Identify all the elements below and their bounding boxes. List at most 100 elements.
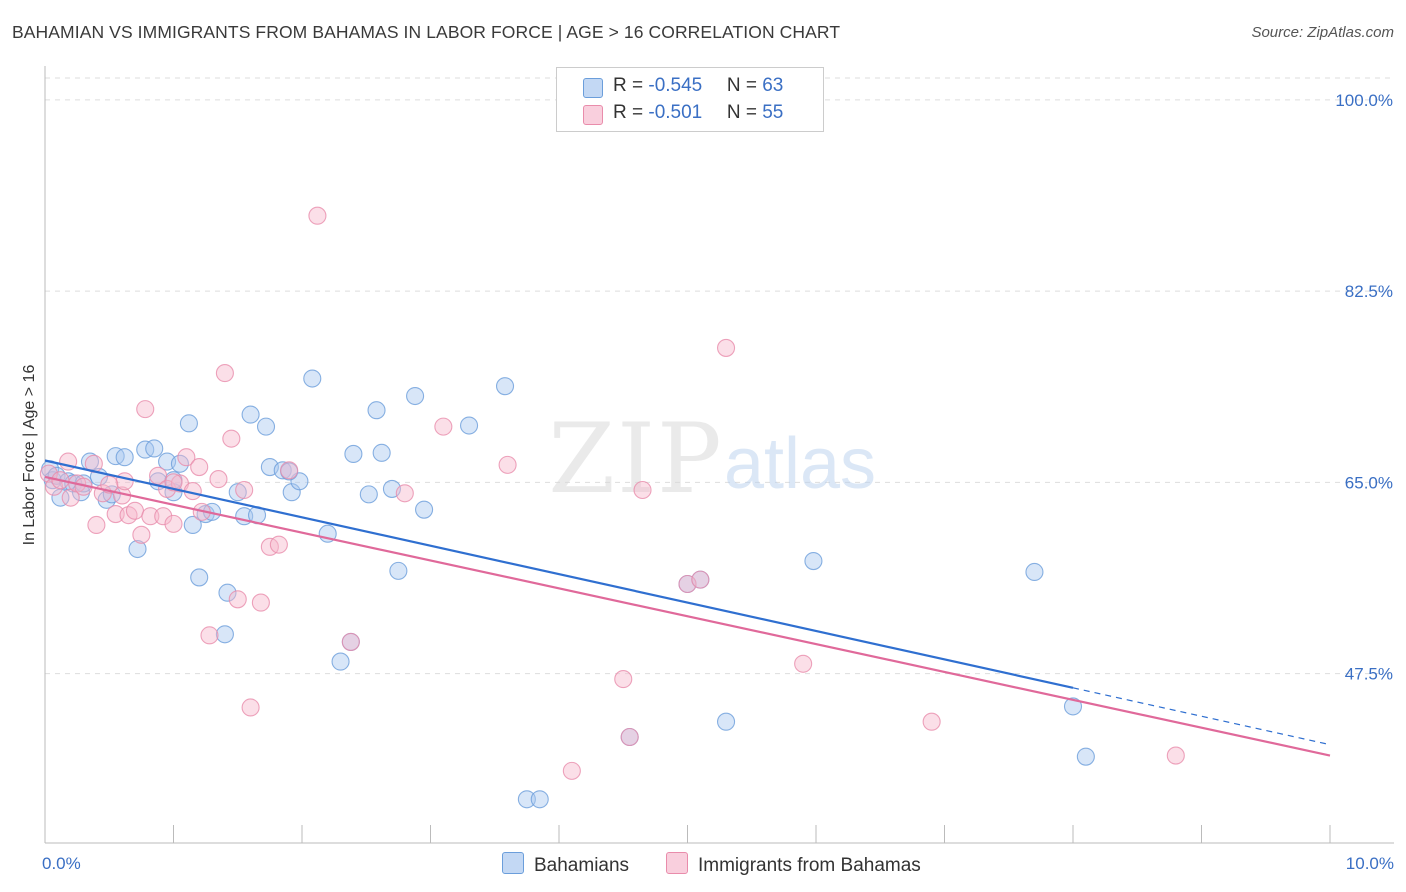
bahamian-point <box>115 448 134 467</box>
immigrant-point <box>222 429 241 448</box>
bahamian-point <box>1025 562 1044 582</box>
immigrant-point <box>177 448 196 467</box>
n-value-bahamians: 63 <box>762 75 784 96</box>
immigrant-point <box>434 417 453 436</box>
bahamian-point <box>1076 747 1095 766</box>
bahamian-point <box>517 790 536 809</box>
immigrant-point <box>498 455 517 474</box>
bahamians-trend-extension <box>1072 687 1331 746</box>
legend-label-bahamians: Bahamians <box>534 855 630 876</box>
legend-item-immigrants[interactable]: Immigrants from Bahamas <box>666 852 921 877</box>
trend-lines <box>44 459 1331 757</box>
bahamian-point <box>273 461 292 480</box>
bahamian-point <box>106 447 125 466</box>
y-axis-title: In Labor Force | Age > 16 <box>21 364 38 546</box>
bahamian-point <box>530 790 549 809</box>
immigrant-point <box>922 712 941 731</box>
r-label: R = <box>613 75 649 96</box>
immigrant-point <box>395 484 414 503</box>
bahamian-point <box>145 439 164 458</box>
immigrant-point <box>794 654 813 673</box>
bahamian-point <box>367 401 386 420</box>
bahamian-point <box>372 443 391 462</box>
immigrant-point <box>228 590 247 609</box>
bahamian-point <box>190 568 209 587</box>
watermark-zip: ZIP <box>548 403 723 515</box>
bahamian-point <box>495 377 515 396</box>
bahamian-point <box>389 561 408 580</box>
tick-labels: 47.5% 65.0% 82.5% 100.0% 0.0% 10.0% <box>42 91 1394 873</box>
immigrant-point <box>190 458 209 477</box>
bahamian-point <box>459 416 479 435</box>
immigrant-point <box>562 761 581 780</box>
immigrant-point <box>136 400 155 419</box>
legend-pink-swatch <box>666 852 688 874</box>
bahamian-point <box>218 583 237 602</box>
bahamian-point <box>303 369 322 388</box>
immigrant-point <box>200 626 219 645</box>
legend-label-immigrants: Immigrants from Bahamas <box>698 855 921 876</box>
bahamian-point <box>406 386 425 406</box>
r-value-bahamians: -0.545 <box>648 75 703 96</box>
immigrant-point <box>149 466 168 485</box>
n-value-immigrants: 55 <box>762 102 784 123</box>
immigrant-point <box>614 670 633 689</box>
immigrant-point <box>125 501 144 520</box>
blue-swatch <box>583 78 603 98</box>
bahamian-point <box>804 551 823 571</box>
immigrant-point <box>154 507 173 526</box>
y-tick-label: 65.0% <box>1345 473 1393 492</box>
immigrant-point <box>215 364 234 383</box>
bahamian-point <box>179 414 198 433</box>
immigrant-point <box>691 570 710 589</box>
bahamian-point <box>241 405 260 424</box>
bahamian-point <box>215 625 234 644</box>
immigrant-point <box>209 470 228 489</box>
n-label: N = <box>726 102 763 123</box>
bahamian-point <box>716 712 736 731</box>
grid-lines <box>45 77 1394 675</box>
immigrant-point <box>716 338 736 357</box>
bahamian-point <box>415 500 434 519</box>
immigrant-point <box>341 632 360 651</box>
bahamians-trend-line <box>44 459 1074 689</box>
immigrant-point <box>132 525 151 544</box>
bahamian-point <box>359 485 378 504</box>
legend-blue-swatch <box>502 852 524 874</box>
n-label: N = <box>726 75 763 96</box>
watermark-atlas: atlas <box>724 424 876 504</box>
immigrant-point <box>106 504 125 524</box>
watermark: ZIP atlas <box>548 403 876 515</box>
bahamian-point <box>183 515 202 535</box>
x-tick-label-max: 10.0% <box>1346 854 1394 873</box>
y-tick-label: 47.5% <box>1345 665 1393 684</box>
bahamian-point <box>344 444 363 463</box>
pink-swatch <box>583 105 603 125</box>
x-tick-label-min: 0.0% <box>42 854 81 873</box>
immigrant-point <box>633 480 652 500</box>
r-label: R = <box>613 102 649 123</box>
chart-title: BAHAMIAN VS IMMIGRANTS FROM BAHAMAS IN L… <box>12 22 841 42</box>
immigrant-point <box>280 461 299 480</box>
bahamian-point <box>331 652 350 671</box>
bahamian-point <box>128 539 147 559</box>
immigrant-point <box>241 698 260 717</box>
bahamian-point <box>170 454 189 473</box>
bahamian-point <box>256 417 276 436</box>
immigrant-point <box>308 206 327 225</box>
y-tick-label: 100.0% <box>1335 91 1393 110</box>
source-label: Source: ZipAtlas.com <box>1251 24 1394 41</box>
bahamian-point <box>136 440 155 459</box>
immigrant-point <box>115 472 134 491</box>
immigrant-point <box>620 727 639 747</box>
immigrants-trend-line <box>44 475 1331 757</box>
y-tick-label: 82.5% <box>1345 282 1393 301</box>
immigrant-point <box>87 515 106 535</box>
axes <box>44 66 1394 844</box>
legend-item-bahamians[interactable]: Bahamians <box>502 852 629 877</box>
immigrant-point <box>164 473 183 492</box>
bahamian-point <box>1063 697 1083 716</box>
correlation-stats-box: R = -0.545 N = 63 R = -0.501 N = 55 <box>556 67 824 132</box>
immigrant-point <box>164 514 183 533</box>
